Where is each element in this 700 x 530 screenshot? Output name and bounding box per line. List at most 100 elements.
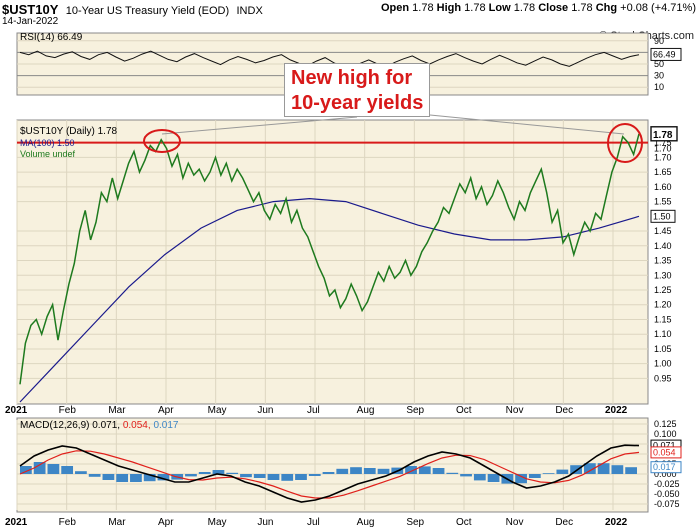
annotation-box: New high for 10-year yields bbox=[284, 63, 430, 117]
price-tick-label: 0.95 bbox=[654, 373, 672, 383]
macd-histogram-bar bbox=[597, 463, 610, 474]
macd-histogram-bar bbox=[611, 465, 624, 474]
price-tick-label: 1.55 bbox=[654, 197, 672, 207]
ma-line bbox=[19, 197, 640, 403]
rsi-legend: RSI(14) 66.49 bbox=[20, 32, 83, 43]
macd-histogram-bar bbox=[33, 462, 46, 474]
macd-tick-label: 0.125 bbox=[654, 419, 677, 429]
ohlc-summary: Open 1.78 High 1.78 Low 1.78 Close 1.78 … bbox=[381, 2, 696, 14]
x-axis-label: Apr bbox=[158, 405, 174, 416]
rsi-tick-label: 50 bbox=[654, 59, 664, 69]
low-label: Low bbox=[488, 2, 511, 14]
macd-legend-macd: 0.071, bbox=[92, 420, 123, 431]
macd-legend: MACD(12,26,9) 0.071, 0.054, 0.017 bbox=[20, 420, 179, 431]
macd-x-axis-label: 2021 bbox=[5, 517, 28, 528]
macd-histogram-bar bbox=[226, 472, 239, 474]
low-value: 1.78 bbox=[513, 2, 536, 14]
x-axis-label: Nov bbox=[506, 405, 524, 416]
macd-histogram-bar bbox=[515, 474, 527, 484]
price-tick-label: 1.70 bbox=[654, 152, 672, 162]
rsi-tick-label: 10 bbox=[654, 82, 664, 92]
macd-histogram-bar bbox=[88, 474, 101, 477]
close-label: Close bbox=[538, 2, 569, 14]
macd-tick-label: -0.075 bbox=[654, 499, 680, 509]
macd-x-axis-label: Jul bbox=[307, 517, 320, 528]
rsi-tick-label: 90 bbox=[654, 36, 664, 46]
macd-histogram-bar bbox=[308, 474, 321, 476]
price-panel bbox=[16, 119, 649, 405]
macd-x-axis-label: 2022 bbox=[605, 517, 628, 528]
rsi-last-box bbox=[650, 47, 682, 61]
macd-x-axis-label: Mar bbox=[108, 517, 126, 528]
macd-histogram-bar bbox=[253, 474, 266, 478]
price-legend: $UST10Y (Daily) 1.78 bbox=[20, 126, 118, 137]
macd-value-box bbox=[650, 446, 682, 459]
macd-histogram-bar bbox=[130, 474, 142, 482]
price-tick-extra-label: 1.70 bbox=[654, 144, 672, 154]
macd-histogram-bar bbox=[198, 472, 211, 474]
macd-histogram-bar bbox=[432, 468, 445, 474]
macd-histogram-bar bbox=[625, 467, 637, 474]
x-axis-label: 2022 bbox=[605, 405, 628, 416]
macd-tick-label: -0.050 bbox=[654, 489, 680, 499]
macd-value-label: 0.017 bbox=[653, 462, 676, 472]
annotation-line-1: New high for bbox=[291, 67, 413, 89]
chg-label: Chg bbox=[595, 2, 618, 14]
annotation-connector-right bbox=[429, 114, 625, 135]
chart-header: $UST10Y 10-Year US Treasury Yield (EOD) … bbox=[0, 2, 700, 17]
chart-date: 14-Jan-2022 bbox=[2, 16, 59, 27]
macd-legend-prefix: MACD(12,26,9) bbox=[20, 420, 92, 431]
macd-histogram-bar bbox=[570, 465, 582, 474]
ma-last-label: 1.50 bbox=[653, 211, 671, 221]
macd-histogram-bar bbox=[446, 472, 459, 474]
macd-histogram-bar bbox=[75, 471, 87, 474]
last-price-box bbox=[650, 126, 678, 142]
price-tick-label: 1.00 bbox=[654, 359, 672, 369]
macd-x-axis-label: Jun bbox=[257, 517, 273, 528]
x-axis-label: Aug bbox=[357, 405, 375, 416]
rsi-line bbox=[19, 50, 640, 69]
macd-histogram-bar bbox=[157, 474, 170, 481]
price-tick-label: 1.30 bbox=[654, 270, 672, 280]
x-axis-label: Feb bbox=[59, 405, 77, 416]
macd-histogram-bar bbox=[47, 464, 60, 474]
high-label: High bbox=[436, 2, 462, 14]
open-label: Open bbox=[380, 2, 410, 14]
annotation-line-2: 10-year yields bbox=[291, 92, 424, 114]
price-line bbox=[19, 133, 640, 385]
price-tick-label: 1.60 bbox=[654, 182, 672, 192]
exchange: INDX bbox=[236, 5, 263, 17]
highlight-circle-april bbox=[143, 129, 181, 153]
price-tick-label: 1.40 bbox=[654, 241, 672, 251]
price-tick-label: 1.20 bbox=[654, 300, 672, 310]
x-axis-label: Dec bbox=[555, 405, 573, 416]
ma-last-box bbox=[650, 209, 676, 223]
macd-value-box bbox=[650, 461, 682, 474]
macd-histogram-bar bbox=[350, 467, 362, 474]
x-axis-label: Jul bbox=[307, 405, 320, 416]
x-axis-label: May bbox=[208, 405, 227, 416]
macd-histogram-bar bbox=[405, 466, 417, 474]
open-value: 1.78 bbox=[412, 2, 434, 14]
macd-x-axis-label: Oct bbox=[456, 517, 472, 528]
chart-title: 10-Year US Treasury Yield (EOD) bbox=[65, 5, 230, 17]
rsi-tick-label: 30 bbox=[654, 71, 664, 81]
macd-tick-label: 0.000 bbox=[654, 469, 677, 479]
macd-tick-label: -0.025 bbox=[654, 479, 680, 489]
macd-histogram-bar bbox=[116, 474, 129, 482]
macd-histogram-bar bbox=[487, 474, 500, 482]
highlight-circle-jan bbox=[607, 123, 643, 163]
close-value: 1.78 bbox=[571, 2, 593, 14]
price-tick-label: 1.65 bbox=[654, 167, 672, 177]
macd-histogram-bar bbox=[556, 469, 569, 474]
price-tick-label: 1.10 bbox=[654, 329, 672, 339]
macd-x-axis-label: Dec bbox=[555, 517, 573, 528]
macd-histogram-bar bbox=[20, 466, 32, 474]
annotation-connector-left bbox=[161, 116, 358, 135]
price-tick-label: 1.35 bbox=[654, 256, 672, 266]
macd-histogram-bar bbox=[212, 470, 225, 474]
macd-tick-label: 0.100 bbox=[654, 429, 677, 439]
symbol: $UST10Y bbox=[2, 2, 59, 17]
macd-x-axis-label: Feb bbox=[59, 517, 77, 528]
macd-x-axis-label: Aug bbox=[357, 517, 375, 528]
